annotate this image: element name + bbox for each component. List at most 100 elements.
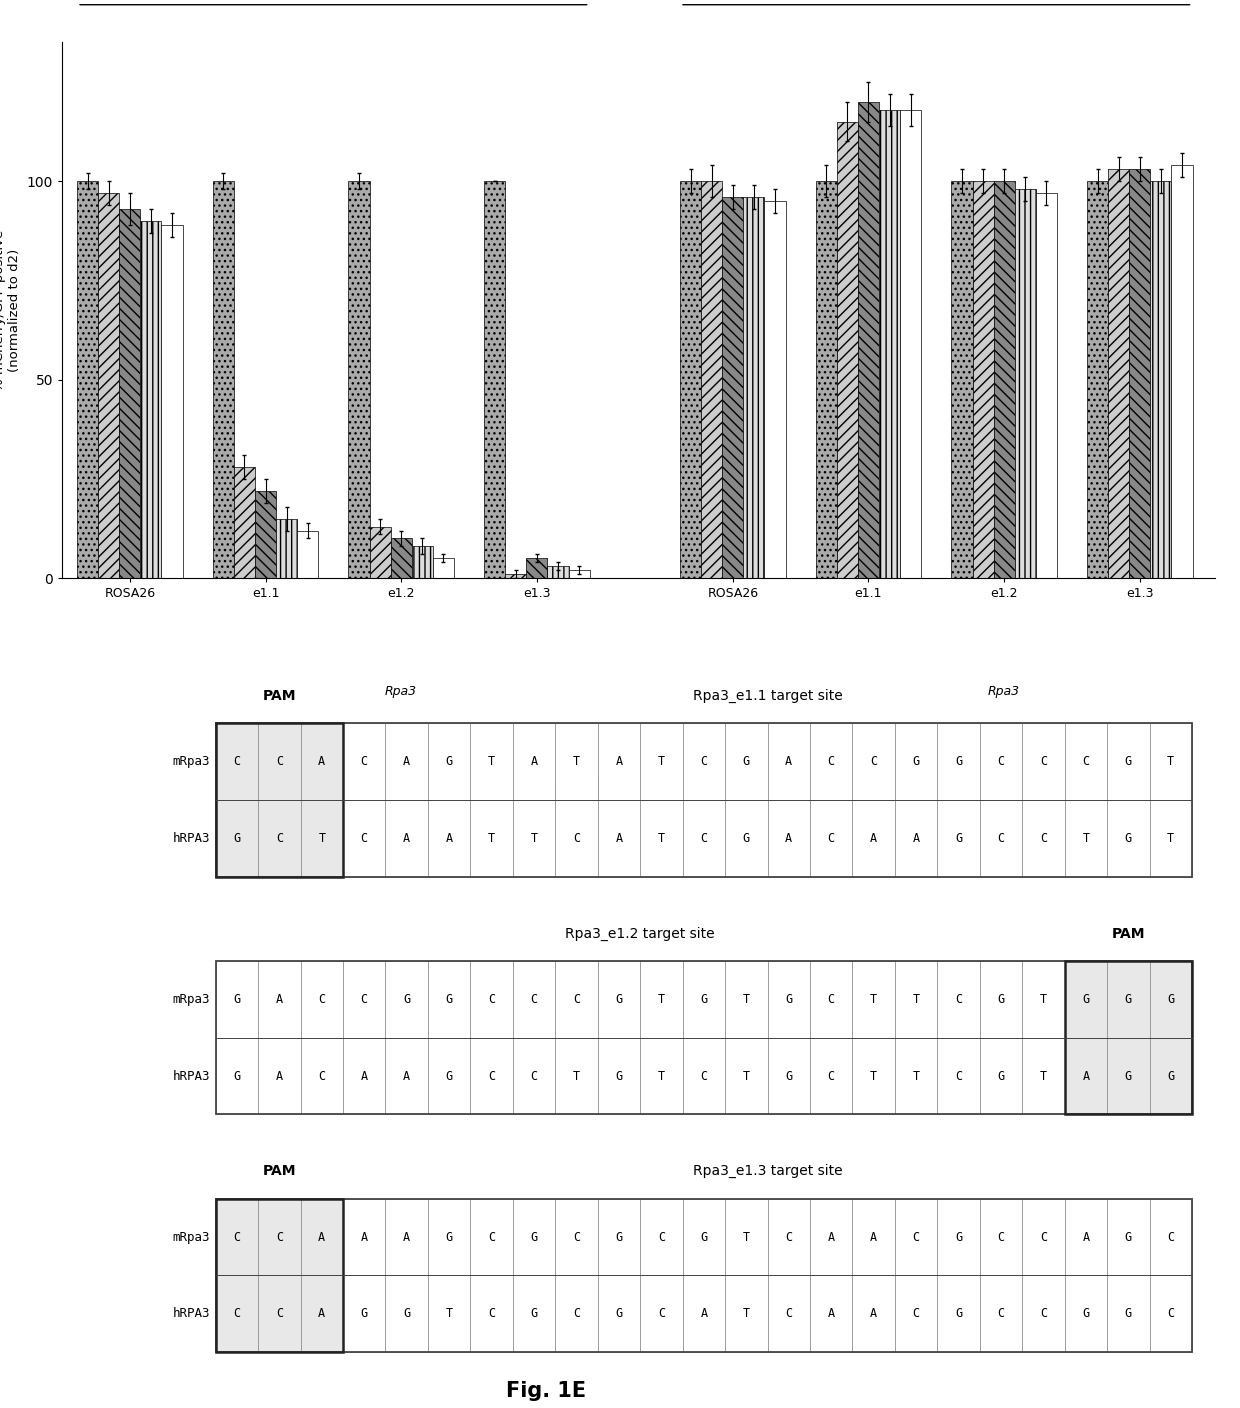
Text: C: C: [1040, 1231, 1047, 1243]
Text: A: A: [403, 755, 410, 767]
Text: A: A: [701, 1308, 707, 1321]
Bar: [556, 960, 598, 1038]
Text: C: C: [997, 832, 1004, 845]
Bar: [300, 960, 343, 1038]
Text: A: A: [361, 1231, 368, 1243]
Bar: [725, 800, 768, 877]
Text: C: C: [573, 832, 580, 845]
Bar: [598, 1198, 640, 1276]
Bar: [937, 1276, 980, 1352]
Text: C: C: [913, 1231, 920, 1243]
Bar: [683, 1276, 725, 1352]
Bar: [810, 724, 852, 800]
Text: C: C: [658, 1308, 665, 1321]
Bar: [1022, 960, 1065, 1038]
Bar: [743, 197, 765, 579]
Bar: [1107, 1198, 1149, 1276]
Text: mRpa3: mRpa3: [172, 755, 211, 767]
Bar: [768, 960, 810, 1038]
Text: G: G: [531, 1231, 538, 1243]
Text: C: C: [275, 832, 283, 845]
Text: C: C: [785, 1231, 792, 1243]
Bar: [1149, 1038, 1192, 1115]
Text: T: T: [1040, 993, 1047, 1005]
Text: T: T: [489, 832, 495, 845]
Text: G: G: [233, 1070, 241, 1083]
Bar: [386, 1198, 428, 1276]
Bar: [640, 1038, 683, 1115]
Text: G: G: [955, 1308, 962, 1321]
Bar: [1107, 800, 1149, 877]
Text: G: G: [743, 755, 750, 767]
Bar: [852, 800, 895, 877]
Bar: [216, 1198, 258, 1276]
Bar: [1022, 1198, 1065, 1276]
Text: G: G: [1167, 993, 1174, 1005]
Bar: [470, 1198, 513, 1276]
Bar: [640, 1276, 683, 1352]
Bar: [568, 570, 589, 579]
Text: Fig. 1E: Fig. 1E: [506, 1381, 585, 1401]
Text: G: G: [913, 755, 920, 767]
Text: Fig. 1D: Fig. 1D: [528, 781, 611, 801]
Text: G: G: [1125, 1308, 1132, 1321]
Bar: [343, 1276, 386, 1352]
Bar: [701, 182, 722, 579]
Text: hRPA3: hRPA3: [172, 1070, 211, 1083]
Bar: [1130, 169, 1151, 579]
Bar: [513, 724, 556, 800]
Bar: [768, 800, 810, 877]
Bar: [895, 1198, 937, 1276]
Bar: [1149, 960, 1192, 1038]
Bar: [428, 1038, 470, 1115]
Text: C: C: [827, 755, 835, 767]
Bar: [300, 724, 343, 800]
Bar: [980, 724, 1022, 800]
Text: PAM: PAM: [1111, 926, 1145, 941]
Text: C: C: [275, 755, 283, 767]
Bar: [343, 800, 386, 877]
Text: C: C: [997, 1308, 1004, 1321]
Text: G: G: [615, 1308, 622, 1321]
Bar: [683, 724, 725, 800]
Bar: [216, 1198, 343, 1352]
Bar: [470, 1276, 513, 1352]
Text: A: A: [1083, 1070, 1090, 1083]
Bar: [640, 724, 683, 800]
Text: T: T: [1083, 832, 1090, 845]
Bar: [300, 1276, 343, 1352]
Bar: [513, 800, 556, 877]
Bar: [216, 1038, 258, 1115]
Bar: [300, 1038, 343, 1115]
Bar: [428, 724, 470, 800]
Bar: [1065, 1276, 1107, 1352]
Bar: [1109, 169, 1130, 579]
Text: G: G: [997, 1070, 1004, 1083]
Text: G: G: [1125, 832, 1132, 845]
Bar: [258, 960, 300, 1038]
Bar: [547, 566, 568, 579]
Text: C: C: [701, 755, 707, 767]
Bar: [852, 1038, 895, 1115]
Bar: [768, 1276, 810, 1352]
Text: C: C: [573, 1231, 580, 1243]
Bar: [937, 960, 980, 1038]
Bar: [258, 1038, 300, 1115]
Bar: [879, 110, 900, 579]
Text: C: C: [275, 1308, 283, 1321]
Bar: [1065, 1198, 1107, 1276]
Bar: [1151, 182, 1172, 579]
Text: Rpa3: Rpa3: [988, 686, 1021, 698]
Text: T: T: [870, 993, 877, 1005]
Bar: [391, 538, 412, 579]
Text: hRPA3: hRPA3: [172, 1308, 211, 1321]
Bar: [526, 559, 547, 579]
Bar: [895, 724, 937, 800]
Bar: [937, 1038, 980, 1115]
Text: C: C: [361, 755, 368, 767]
Text: A: A: [870, 832, 877, 845]
Text: C: C: [658, 1231, 665, 1243]
Text: G: G: [531, 1308, 538, 1321]
Bar: [428, 800, 470, 877]
Bar: [768, 724, 810, 800]
